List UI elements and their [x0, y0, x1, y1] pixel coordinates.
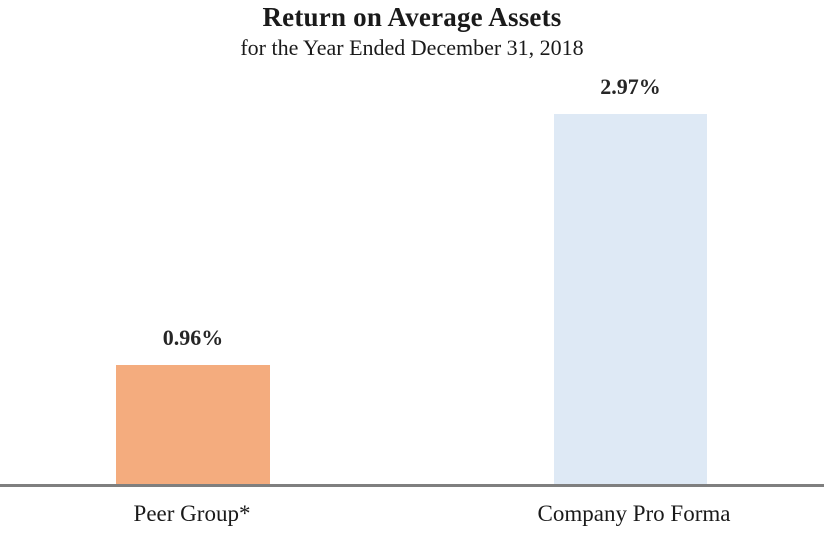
bar-peer-group [116, 365, 270, 485]
value-label-company: 2.97% [600, 74, 661, 99]
bar-group-company: 2.97% [554, 74, 707, 485]
bar-company-pro-forma [554, 114, 707, 485]
bar-group-peer: 0.96% [116, 325, 270, 485]
plot-area: 0.96% 2.97% [0, 60, 824, 487]
x-label-company-pro-forma: Company Pro Forma [537, 501, 731, 526]
value-label-peer: 0.96% [162, 325, 224, 350]
x-label-peer-group: Peer Group* [133, 501, 251, 526]
chart-header: Return on Average Assets for the Year En… [0, 2, 824, 60]
chart-subtitle: for the Year Ended December 31, 2018 [240, 35, 584, 61]
chart-title: Return on Average Assets [262, 2, 562, 32]
x-axis-line [0, 484, 824, 487]
